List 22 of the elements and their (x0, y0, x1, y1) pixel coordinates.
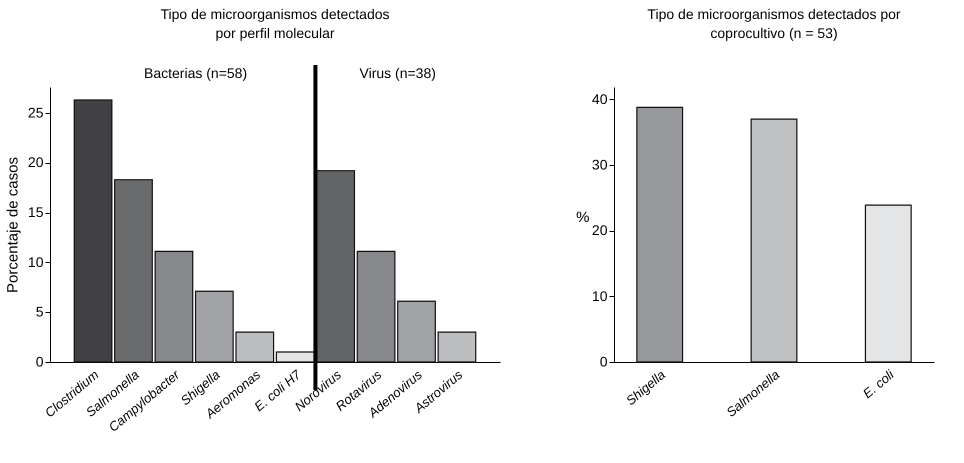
y-axis-title: % (576, 209, 590, 226)
y-axis-title: Porcentaje de casos (4, 157, 22, 293)
y-tick-label: 25 (28, 104, 44, 120)
y-tick-label: 10 (592, 288, 608, 304)
bar (750, 118, 798, 363)
bar (636, 106, 684, 363)
text: Bacterias (n=58) (144, 65, 248, 81)
bar (864, 204, 912, 363)
y-tick-label: 0 (600, 354, 608, 370)
y-tick-label: 15 (28, 204, 44, 220)
y-tick-label: 5 (36, 304, 44, 320)
text: Virus (n=38) (360, 65, 436, 81)
bar (276, 351, 315, 363)
x-tick-label: E. coli (860, 366, 898, 402)
chart-title: Tipo de microorganismos detectados por perfil molecular (160, 6, 390, 41)
y-tick-label: 10 (28, 254, 44, 270)
y-tick-label: 40 (592, 90, 608, 107)
chart-title: Tipo de microorganismos detectados por coprocultivo (n = 53) (647, 6, 901, 41)
y-tick-label: 30 (592, 156, 608, 173)
y-tick-label: 0 (36, 354, 44, 370)
y-tick-label: 20 (592, 222, 608, 238)
y-tick-label: 20 (28, 154, 44, 170)
